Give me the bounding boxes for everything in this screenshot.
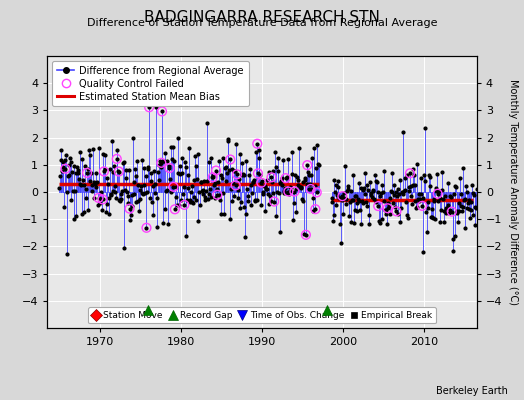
Point	[307, 186, 315, 192]
Point	[267, 174, 276, 180]
Point	[100, 168, 108, 175]
Point	[113, 156, 121, 162]
Point	[303, 162, 311, 168]
Point	[311, 206, 320, 212]
Point	[125, 206, 134, 212]
Point	[99, 196, 107, 202]
Point	[165, 165, 173, 171]
Point	[171, 206, 179, 212]
Point	[157, 160, 166, 166]
Text: Difference of Station Temperature Data from Regional Average: Difference of Station Temperature Data f…	[87, 18, 437, 28]
Point	[158, 108, 166, 115]
Point	[392, 208, 401, 214]
Legend: Station Move, Record Gap, Time of Obs. Change, Empirical Break: Station Move, Record Gap, Time of Obs. C…	[88, 307, 436, 324]
Point	[384, 205, 392, 212]
Point	[433, 190, 442, 197]
Point	[83, 170, 91, 176]
Point	[94, 195, 103, 201]
Point	[281, 175, 290, 181]
Point	[254, 170, 262, 176]
Point	[233, 171, 241, 178]
Point	[418, 203, 427, 209]
Point	[232, 182, 240, 188]
Point	[61, 166, 70, 172]
Point	[406, 170, 414, 176]
Point	[212, 167, 220, 174]
Point	[284, 188, 292, 195]
Point	[253, 140, 261, 147]
Point	[209, 174, 217, 180]
Point	[213, 192, 222, 198]
Point	[143, 224, 151, 231]
Point	[338, 193, 346, 199]
Point	[180, 202, 189, 208]
Point	[257, 180, 266, 186]
Point	[115, 168, 123, 175]
Point	[226, 156, 234, 163]
Point	[374, 203, 383, 209]
Point	[447, 208, 456, 215]
Point	[312, 189, 321, 196]
Point	[302, 232, 310, 238]
Point	[290, 188, 299, 195]
Point	[169, 184, 178, 190]
Text: Berkeley Earth: Berkeley Earth	[436, 386, 508, 396]
Point	[145, 104, 154, 110]
Y-axis label: Monthly Temperature Anomaly Difference (°C): Monthly Temperature Anomaly Difference (…	[508, 79, 518, 305]
Point	[270, 198, 278, 205]
Text: BADGINGARRA RESEARCH STN: BADGINGARRA RESEARCH STN	[144, 10, 380, 25]
